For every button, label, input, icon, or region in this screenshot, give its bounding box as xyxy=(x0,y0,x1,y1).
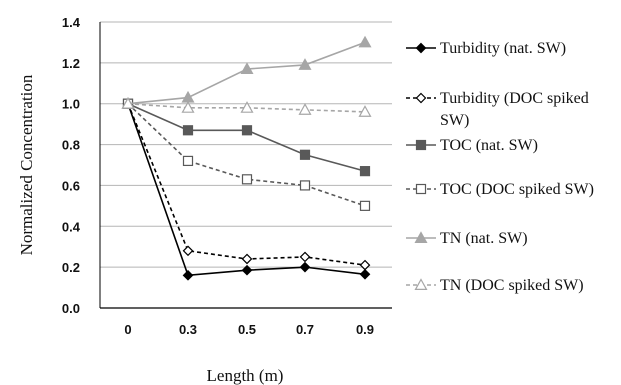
data-point xyxy=(182,125,194,136)
data-point xyxy=(181,101,195,113)
series-5 xyxy=(121,35,372,109)
series-6 xyxy=(121,96,372,117)
legend-item: TOC (nat. SW) xyxy=(406,137,538,154)
data-point xyxy=(359,200,371,211)
y-tick-label: 0.6 xyxy=(62,178,80,193)
data-point xyxy=(241,264,253,276)
series-2 xyxy=(122,98,371,271)
legend-label: Turbidity (nat. SW) xyxy=(440,40,566,57)
data-point xyxy=(241,253,253,265)
y-tick-label: 0.8 xyxy=(62,138,80,153)
y-tick-label: 0.4 xyxy=(62,219,81,234)
y-tick-label: 0.0 xyxy=(62,301,80,316)
legend-item: Turbidity (nat. SW) xyxy=(406,40,566,57)
x-axis-title: Length (m) xyxy=(207,366,284,385)
y-axis-title: Normalized Concentration xyxy=(17,74,36,255)
data-point xyxy=(241,125,253,136)
data-point xyxy=(359,259,371,271)
series-line xyxy=(127,103,366,207)
data-point xyxy=(359,268,371,280)
x-tick-label: 0.7 xyxy=(296,322,314,337)
data-point xyxy=(358,105,372,117)
legend-label: Turbidity (DOC spiked SW) xyxy=(440,90,589,129)
data-point xyxy=(240,101,254,113)
legend-label: TN (nat. SW) xyxy=(440,230,528,247)
data-point xyxy=(299,261,311,273)
axes xyxy=(99,22,392,309)
series-line xyxy=(127,102,366,172)
y-tick-label: 0.2 xyxy=(62,260,80,275)
series-4 xyxy=(122,98,371,211)
tick-labels: 0.0 0.2 0.4 0.6 0.8 1.0 1.2 1.4 0 0.3 0.5 0.7 0.9 xyxy=(62,15,374,337)
x-tick-label: 0.9 xyxy=(356,322,374,337)
data-point xyxy=(121,96,135,109)
legend-marker xyxy=(415,183,427,195)
legend-label: TN (DOC spiked SW) xyxy=(440,277,584,294)
legend-marker xyxy=(414,231,428,243)
y-tick-label: 1.2 xyxy=(62,56,80,71)
data-point xyxy=(240,62,254,74)
data-point xyxy=(182,269,194,281)
data-point xyxy=(299,180,311,191)
legend-label: TOC (nat. SW) xyxy=(440,137,538,154)
x-tick-label: 0 xyxy=(124,322,131,337)
legend-marker xyxy=(414,278,428,290)
legend-item: Turbidity (DOC spiked SW) xyxy=(406,90,589,129)
legend-label: TOC (DOC spiked SW) xyxy=(440,181,594,198)
grid-lines xyxy=(100,21,392,268)
data-point xyxy=(298,103,312,115)
legend-marker xyxy=(415,42,427,54)
x-tick-label: 0.5 xyxy=(238,322,256,337)
x-tick-label: 0.3 xyxy=(179,322,197,337)
data-point xyxy=(182,245,194,257)
legend-item: TN (nat. SW) xyxy=(406,230,528,247)
data-point xyxy=(181,90,195,103)
data-series xyxy=(121,35,372,281)
data-point xyxy=(299,149,311,160)
data-point xyxy=(358,35,372,48)
legend-item: TOC (DOC spiked SW) xyxy=(406,181,594,198)
legend-item: TN (DOC spiked SW) xyxy=(406,277,584,294)
data-point xyxy=(241,174,253,185)
data-point xyxy=(298,58,312,70)
legend: Turbidity (nat. SW) Turbidity (DOC spiked… xyxy=(406,40,594,294)
y-tick-label: 1.0 xyxy=(62,97,80,112)
legend-marker xyxy=(415,139,427,151)
data-point xyxy=(182,155,194,167)
legend-marker xyxy=(415,92,427,104)
y-tick-label: 1.4 xyxy=(62,15,81,30)
data-point xyxy=(299,251,311,263)
data-point xyxy=(359,166,371,177)
